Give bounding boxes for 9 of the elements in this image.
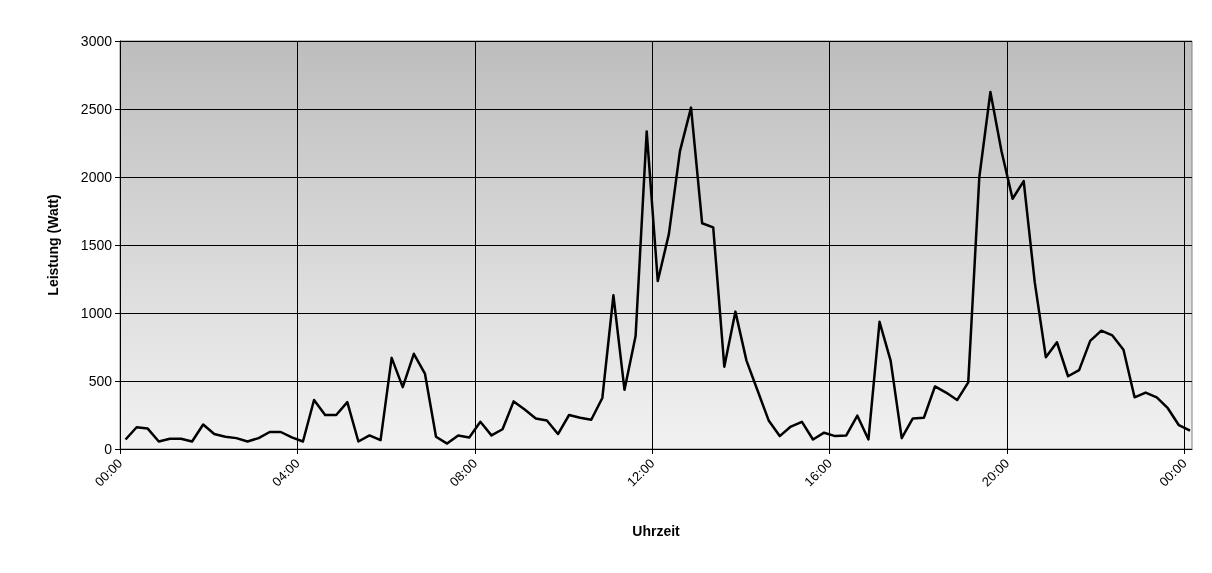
y-tick-label: 1000 [80, 305, 113, 321]
y-tick-label: 2500 [80, 101, 113, 117]
y-tick-label: 1500 [80, 237, 113, 253]
y-tick-label: 500 [88, 373, 113, 389]
y-tick-label: 3000 [80, 33, 113, 49]
y-tick-label: 0 [104, 441, 113, 457]
y-axis-title: Leistung (Watt) [45, 194, 61, 296]
y-tick-label: 2000 [80, 169, 113, 185]
x-axis-title: Uhrzeit [632, 523, 681, 539]
